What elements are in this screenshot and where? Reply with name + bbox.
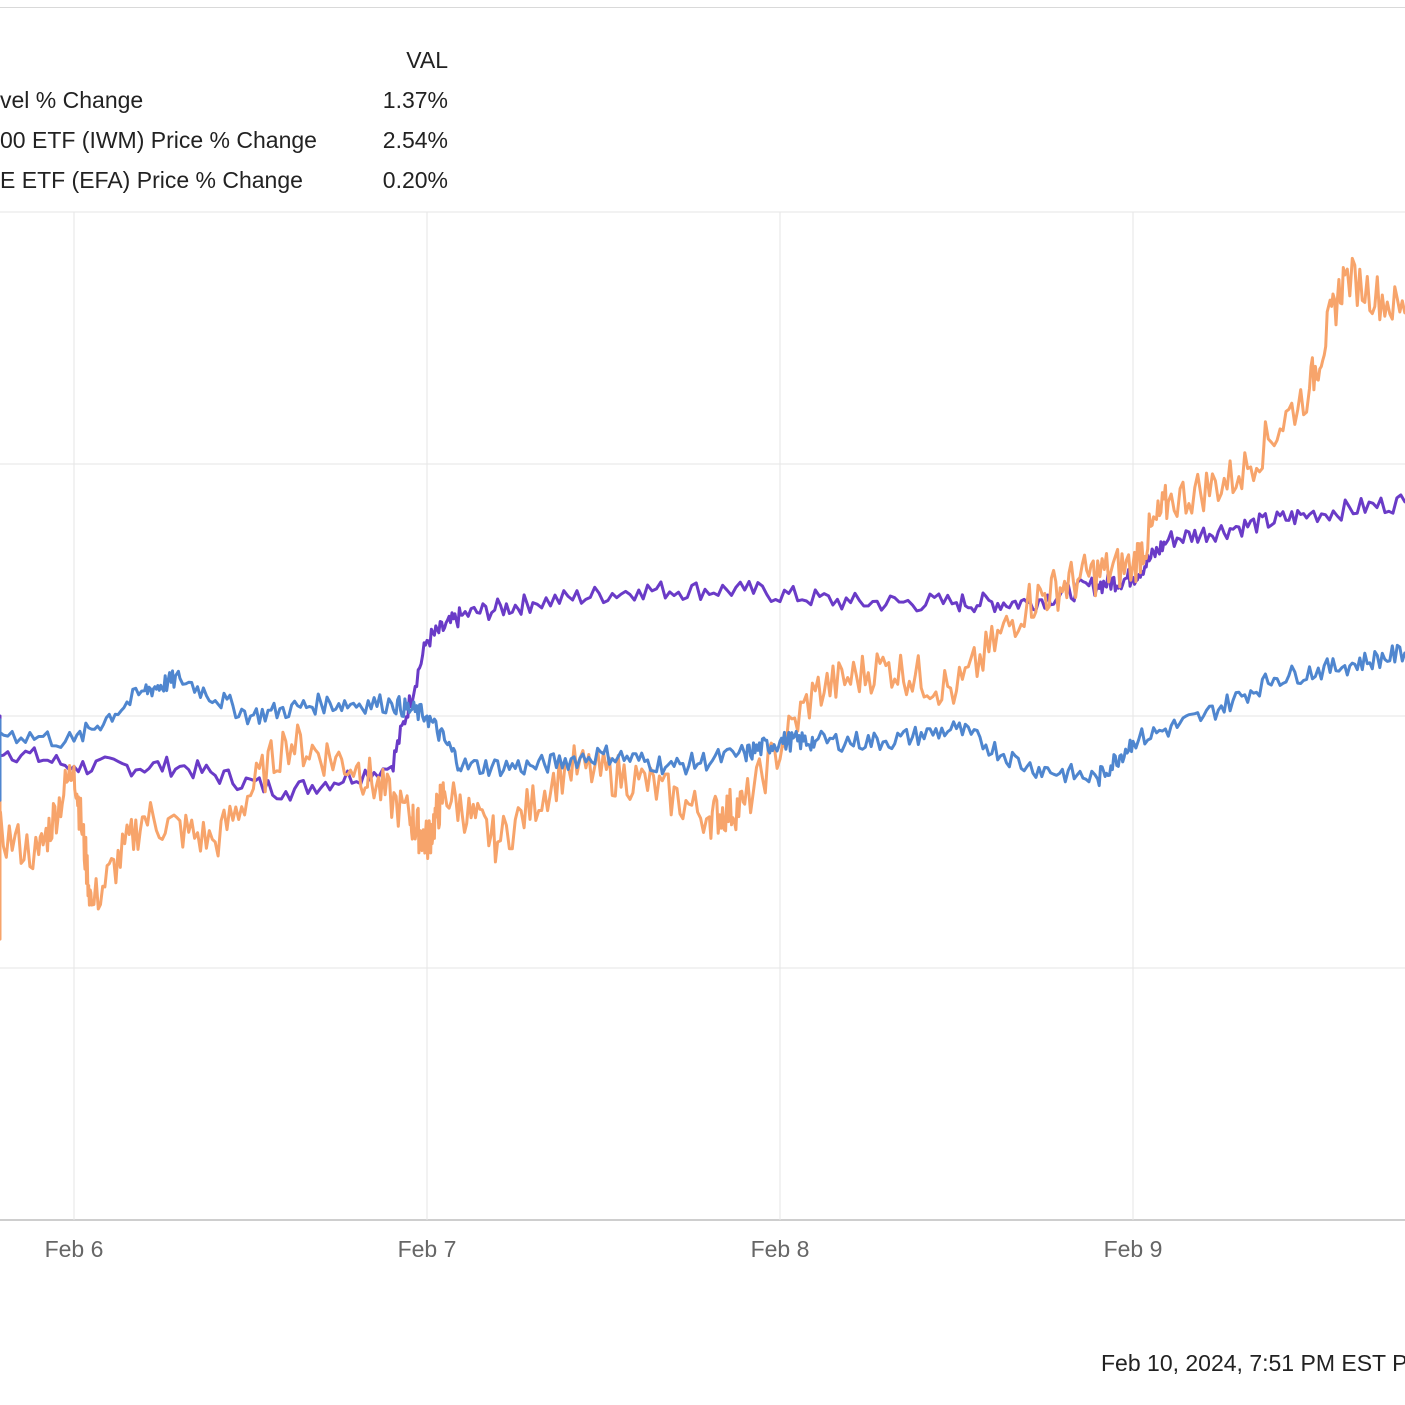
legend-table: VAL vel % Change 1.37% 00 ETF (IWM) Pric… bbox=[0, 40, 460, 200]
legend-row-value: 2.54% bbox=[382, 127, 448, 153]
series-line-1 bbox=[0, 493, 1405, 802]
legend-header-value: VAL bbox=[406, 47, 448, 73]
legend-row: 00 ETF (IWM) Price % Change 2.54% bbox=[0, 120, 460, 160]
x-tick-label: Feb 9 bbox=[1104, 1236, 1163, 1262]
series-line-3 bbox=[0, 643, 1405, 802]
x-axis: Feb 6 Feb 7 Feb 8 Feb 9 bbox=[45, 1236, 1163, 1262]
x-tick-label: Feb 8 bbox=[751, 1236, 810, 1262]
legend-row: vel % Change 1.37% bbox=[0, 80, 460, 120]
legend-row: E ETF (EFA) Price % Change 0.20% bbox=[0, 160, 460, 200]
x-tick-label: Feb 6 bbox=[45, 1236, 104, 1262]
grid-layer bbox=[0, 211, 1405, 1221]
footer-timestamp: Feb 10, 2024, 7:51 PM EST Po bbox=[1101, 1350, 1405, 1376]
legend-row-label: E ETF (EFA) Price % Change bbox=[0, 167, 303, 193]
legend-header-row: VAL bbox=[0, 40, 460, 80]
series-line-2 bbox=[0, 256, 1405, 941]
series-layer bbox=[0, 256, 1405, 941]
legend-row-label: vel % Change bbox=[0, 87, 144, 113]
legend-row-label: 00 ETF (IWM) Price % Change bbox=[0, 127, 317, 153]
legend-row-value: 0.20% bbox=[382, 167, 448, 193]
top-divider bbox=[0, 7, 1405, 8]
x-tick-label: Feb 7 bbox=[398, 1236, 457, 1262]
legend-row-value: 1.37% bbox=[382, 87, 448, 113]
